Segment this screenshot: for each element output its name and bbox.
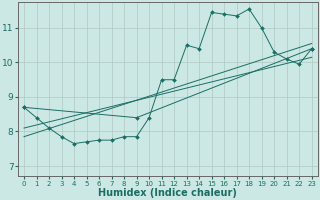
- X-axis label: Humidex (Indice chaleur): Humidex (Indice chaleur): [98, 188, 237, 198]
